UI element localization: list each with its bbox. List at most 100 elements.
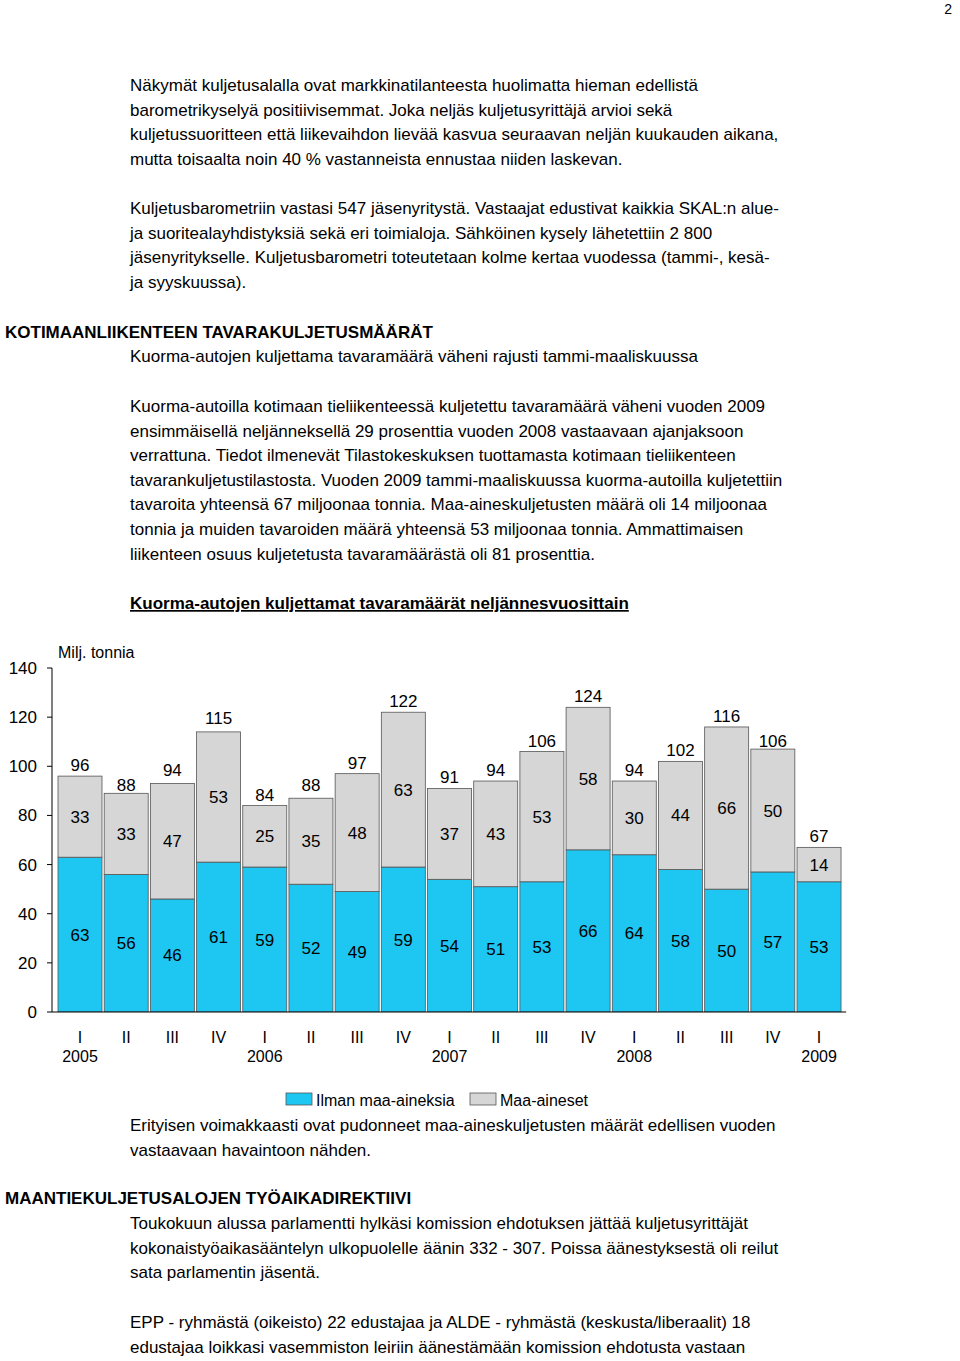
bar-segment <box>197 862 241 1012</box>
x-tick-label: IV <box>396 1029 411 1046</box>
y-tick-label: 120 <box>9 708 37 727</box>
paragraph-line: tavaroita yhteensä 67 miljoonaa tonnia. … <box>130 495 767 514</box>
bar-segment <box>289 884 333 1012</box>
paragraph-line: ja suoritealayhdistyksiä sekä eri toimia… <box>129 224 712 243</box>
data-label: 37 <box>440 825 459 844</box>
data-label: 53 <box>810 938 829 957</box>
y-tick-label: 140 <box>9 659 37 678</box>
bar-segment <box>658 869 702 1012</box>
data-label: 53 <box>532 808 551 827</box>
page-number: 2 <box>944 1 952 17</box>
axis-label: Milj. tonnia <box>58 644 135 661</box>
x-tick-label: I <box>78 1029 82 1046</box>
x-tick-label: III <box>720 1029 733 1046</box>
x-axis <box>52 1012 846 1013</box>
x-tick-label: I <box>263 1029 267 1046</box>
bar-segment <box>751 872 795 1012</box>
chart: Milj. tonnia0204060801001201406333965633… <box>9 644 847 1109</box>
x-tick-label: III <box>166 1029 179 1046</box>
paragraph-line: mutta toisaalta noin 40 % vastanneista e… <box>130 150 622 169</box>
bar-segment <box>150 899 194 1012</box>
y-tick-label: 100 <box>9 757 37 776</box>
x-year-label: 2007 <box>432 1048 468 1065</box>
legend-label: Ilman maa-aineksia <box>316 1092 455 1109</box>
paragraph-line: EPP - ryhmästä (oikeisto) 22 edustajaa j… <box>130 1313 750 1332</box>
paragraph-line: barometrikyselyä positiivisemmat. Joka n… <box>130 101 673 120</box>
bar-segment <box>566 707 610 850</box>
y-tick <box>47 668 52 669</box>
data-label: 59 <box>394 931 413 950</box>
data-label: 50 <box>763 802 782 821</box>
bar-segment <box>243 806 287 867</box>
bar-segment <box>335 774 379 892</box>
paragraph-line: vastaavaan havaintoon nähden. <box>130 1141 371 1160</box>
x-year-label: 2005 <box>62 1048 98 1065</box>
bar-segment <box>104 793 148 874</box>
total-label: 67 <box>810 827 829 846</box>
bar-segment <box>289 798 333 884</box>
data-label: 61 <box>209 928 228 947</box>
data-label: 64 <box>625 924 644 943</box>
data-label: 48 <box>348 824 367 843</box>
paragraph-line: jäsenyritykselle. Kuljetusbarometri tote… <box>129 248 770 267</box>
data-label: 25 <box>255 827 274 846</box>
total-label: 94 <box>163 761 182 780</box>
data-label: 54 <box>440 937 459 956</box>
bar-segment <box>335 892 379 1012</box>
bar-segment <box>520 882 564 1012</box>
bar-segment <box>243 867 287 1012</box>
data-label: 52 <box>301 939 320 958</box>
data-label: 51 <box>486 940 505 959</box>
total-label: 91 <box>440 768 459 787</box>
data-label: 53 <box>532 938 551 957</box>
y-tick <box>47 766 52 767</box>
total-label: 88 <box>117 776 136 795</box>
y-tick-label: 60 <box>18 856 37 875</box>
paragraph-line: Näkymät kuljetusalalla ovat markkinatila… <box>130 76 698 95</box>
total-label: 94 <box>625 761 644 780</box>
data-label: 14 <box>810 856 829 875</box>
x-tick-label: II <box>491 1029 500 1046</box>
paragraph-line: ja syyskuussa). <box>129 273 246 292</box>
data-label: 33 <box>117 825 136 844</box>
data-label: 49 <box>348 943 367 962</box>
total-label: 84 <box>255 786 274 805</box>
bar-segment <box>566 850 610 1012</box>
paragraph-line: Kuljetusbarometriin vastasi 547 jäsenyri… <box>130 199 779 218</box>
data-label: 58 <box>671 932 690 951</box>
bar-segment <box>428 879 472 1012</box>
x-tick-label: II <box>676 1029 685 1046</box>
paragraph-line: liikenteen osuus kuljetetusta tavaramäär… <box>130 545 595 564</box>
bar-segment <box>612 855 656 1012</box>
x-tick-label: II <box>307 1029 316 1046</box>
paragraph-line: Toukokuun alussa parlamentti hylkäsi kom… <box>130 1214 748 1233</box>
data-label: 66 <box>579 922 598 941</box>
x-tick-label: III <box>350 1029 363 1046</box>
paragraph-line: tavarankuljetustilastosta. Vuoden 2009 t… <box>130 471 782 490</box>
bar-segment <box>751 749 795 872</box>
total-label: 102 <box>666 741 694 760</box>
data-label: 30 <box>625 809 644 828</box>
y-tick <box>47 1012 52 1013</box>
legend-swatch <box>286 1093 312 1105</box>
bar-segment <box>104 874 148 1012</box>
chart-title: Kuorma-autojen kuljettamat tavaramäärät … <box>130 594 629 613</box>
data-label: 46 <box>163 946 182 965</box>
x-year-label: 2006 <box>247 1048 283 1065</box>
y-tick-label: 0 <box>28 1003 37 1022</box>
section-heading: KOTIMAANLIIKENTEEN TAVARAKULJETUSMÄÄRÄT <box>5 323 433 342</box>
total-label: 94 <box>486 761 505 780</box>
paragraph-line: sata parlamentin jäsentä. <box>130 1263 320 1282</box>
data-label: 63 <box>394 781 413 800</box>
data-label: 56 <box>117 934 136 953</box>
total-label: 106 <box>759 732 787 751</box>
bar-segment <box>705 889 749 1012</box>
y-tick-label: 20 <box>18 954 37 973</box>
bar-segment <box>797 882 841 1012</box>
page: 2 Näkymät kuljetusalalla ovat markkinatil… <box>0 0 960 1361</box>
bar-segment <box>381 712 425 867</box>
bar-segment <box>150 783 194 898</box>
bar-segment <box>58 857 102 1012</box>
paragraph-line: tonnia ja muiden tavaroiden määrä yhteen… <box>130 520 743 539</box>
x-tick-label: IV <box>581 1029 596 1046</box>
